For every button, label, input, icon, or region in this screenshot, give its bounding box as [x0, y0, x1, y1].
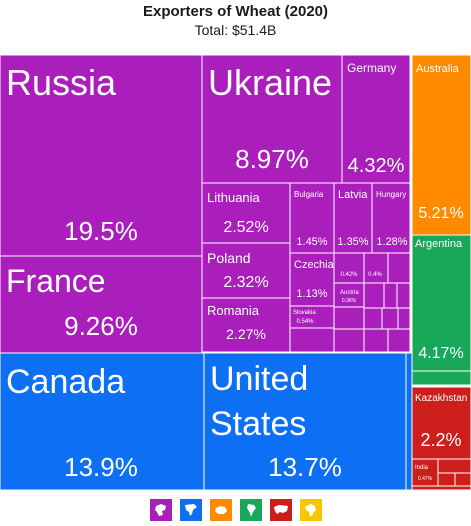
tile-value-romania: 2.27%	[226, 326, 266, 342]
legend-africa-button[interactable]	[298, 497, 324, 523]
north-america-icon	[185, 504, 197, 516]
tile-poland[interactable]	[201, 242, 291, 299]
legend-north-america-button[interactable]	[178, 497, 204, 523]
legend-asia-button[interactable]	[268, 497, 294, 523]
tile-label-latvia: Latvia	[338, 189, 368, 201]
small-tile-7[interactable]	[397, 307, 411, 330]
tile-value-other-12: 0.42%	[340, 272, 358, 278]
tile-label-kazakhstan: Kazakhstan	[415, 393, 467, 404]
tile-label-hungary: Hungary	[376, 190, 406, 199]
tile-germany[interactable]	[341, 54, 411, 184]
legend-south-america-button[interactable]	[238, 497, 264, 523]
legend-oceania-button[interactable]	[208, 497, 234, 523]
tile-value-france: 9.26%	[64, 311, 138, 341]
tile-label-lithuania: Lithuania	[207, 190, 261, 205]
small-tile-13[interactable]	[411, 370, 471, 386]
tile-other-12[interactable]	[333, 252, 365, 284]
tile-label-france: France	[6, 263, 106, 299]
small-tile-1[interactable]	[363, 282, 385, 309]
tile-value-germany: 4.32%	[348, 155, 405, 177]
tile-label-germany: Germany	[347, 61, 396, 75]
tile-value-argentina: 4.17%	[418, 345, 463, 362]
tile-value-canada: 13.9%	[64, 452, 138, 482]
tile-label-romania: Romania	[207, 303, 260, 318]
tile-value-india: 0.47%	[418, 476, 433, 482]
tile-canada[interactable]	[0, 352, 205, 491]
tile-value-latvia: 1.35%	[337, 236, 368, 248]
small-tile-2[interactable]	[383, 282, 398, 309]
africa-icon	[305, 504, 316, 516]
chart-title: Exporters of Wheat (2020)	[142, 3, 329, 20]
tile-label-australia: Australia	[416, 63, 460, 75]
small-tile-16[interactable]	[454, 472, 471, 487]
tile-other-13[interactable]	[363, 252, 389, 284]
small-tile-12[interactable]	[405, 352, 413, 491]
tile-value-ukraine: 8.97%	[235, 144, 309, 174]
oceania-icon	[215, 506, 227, 514]
tile-value-australia: 5.21%	[418, 205, 463, 222]
legend-europe-button[interactable]	[148, 497, 174, 523]
tile-russia[interactable]	[0, 54, 203, 257]
tile-label-canada: Canada	[6, 363, 125, 401]
small-tile-4[interactable]	[333, 306, 365, 330]
south-america-icon	[247, 504, 256, 517]
tile-label-poland: Poland	[207, 250, 251, 266]
tile-kazakhstan[interactable]	[411, 386, 471, 460]
chart-subtitle: Total: $51.4B	[194, 22, 277, 38]
tile-label-russia: Russia	[6, 62, 117, 103]
tile-value-other-13: 0.4%	[368, 272, 382, 278]
europe-icon	[155, 504, 166, 516]
tile-value-united-states: 13.7%	[268, 452, 342, 482]
tile-label-slovakia: Slovakia	[293, 310, 316, 316]
tile-label-argentina: Argentina	[415, 238, 463, 250]
small-tile-5[interactable]	[363, 307, 383, 330]
tile-label-india: India	[415, 465, 429, 471]
tile-label-austria: Austria	[340, 290, 359, 296]
tile-lithuania[interactable]	[201, 182, 291, 244]
tile-value-bulgaria: 1.45%	[296, 236, 327, 248]
small-tile-8[interactable]	[289, 327, 335, 353]
tile-value-lithuania: 2.52%	[223, 219, 268, 236]
tile-value-poland: 2.32%	[223, 274, 268, 291]
tile-australia[interactable]	[411, 54, 471, 236]
tile-value-austria: 0.36%	[342, 298, 357, 304]
small-tile-15[interactable]	[437, 472, 456, 487]
small-tile-6[interactable]	[381, 307, 399, 330]
small-tile-3[interactable]	[396, 282, 411, 309]
tile-label2-united-states: States	[210, 405, 306, 443]
tile-label-ukraine: Ukraine	[208, 62, 332, 103]
tile-value-hungary: 1.28%	[376, 236, 407, 248]
tile-value-kazakhstan: 2.2%	[420, 430, 461, 450]
small-tile-0[interactable]	[387, 252, 411, 284]
tile-ukraine[interactable]	[201, 54, 343, 184]
small-tile-10[interactable]	[363, 328, 389, 353]
tile-united-states[interactable]	[203, 352, 407, 491]
region-legend	[148, 497, 324, 523]
small-tile-14[interactable]	[437, 458, 471, 474]
tile-value-slovakia: 0.54%	[296, 319, 314, 325]
tile-romania[interactable]	[201, 297, 291, 353]
small-tile-9[interactable]	[333, 328, 365, 353]
tile-argentina[interactable]	[411, 234, 471, 386]
tile-label-bulgaria: Bulgaria	[294, 190, 324, 199]
asia-icon	[274, 505, 288, 514]
small-tile-11[interactable]	[387, 328, 411, 353]
tile-label-united-states: United	[210, 360, 308, 398]
tile-value-russia: 19.5%	[64, 216, 138, 246]
tile-label-czechia: Czechia	[294, 259, 335, 271]
tile-value-czechia: 1.13%	[296, 288, 327, 300]
small-tile-17[interactable]	[411, 485, 471, 491]
